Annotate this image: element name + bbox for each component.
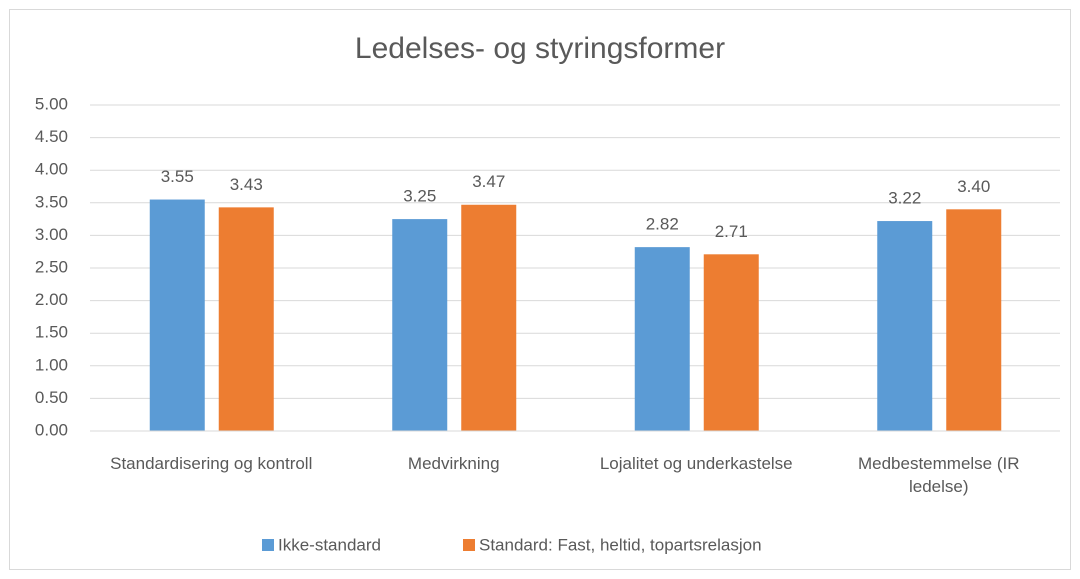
y-tick-label: 4.50 — [35, 127, 68, 146]
chart-title: Ledelses- og styringsformer — [355, 32, 725, 65]
y-tick-label: 0.50 — [35, 388, 68, 407]
data-label: 3.55 — [161, 167, 194, 186]
y-tick-label: 5.00 — [35, 94, 68, 113]
x-tick-label: Lojalitet og underkastelse — [599, 454, 793, 473]
bar — [461, 204, 517, 431]
bar — [946, 209, 1002, 431]
y-tick-label: 1.50 — [35, 323, 68, 342]
bar — [877, 221, 933, 431]
data-label: 2.71 — [715, 222, 748, 241]
data-label: 3.43 — [230, 175, 263, 194]
data-label: 3.25 — [403, 187, 436, 206]
legend-label: Ikke-standard — [278, 535, 381, 554]
y-tick-label: 2.50 — [35, 257, 68, 276]
y-tick-label: 4.00 — [35, 160, 68, 179]
y-tick-label: 0.00 — [35, 420, 68, 439]
y-tick-label: 3.00 — [35, 225, 68, 244]
x-tick-label: Medvirkning — [407, 454, 500, 473]
x-tick-label: Standardisering og kontroll — [110, 454, 313, 473]
bar — [218, 207, 274, 431]
x-tick-label: Medbestemmelse (IR ledelse) — [857, 454, 1020, 496]
legend-swatch — [463, 539, 475, 551]
y-tick-label: 3.50 — [35, 192, 68, 211]
bar — [634, 247, 690, 431]
y-tick-label: 2.00 — [35, 290, 68, 309]
bar — [392, 219, 448, 431]
y-tick-label: 1.00 — [35, 355, 68, 374]
data-label: 3.22 — [888, 189, 921, 208]
legend-swatch — [262, 539, 274, 551]
legend-label: Standard: Fast, heltid, topartsrelasjon — [479, 535, 762, 554]
data-label: 3.47 — [472, 172, 505, 191]
bar — [703, 254, 759, 431]
data-label: 3.40 — [957, 177, 990, 196]
bar — [149, 199, 205, 431]
data-label: 2.82 — [646, 215, 679, 234]
